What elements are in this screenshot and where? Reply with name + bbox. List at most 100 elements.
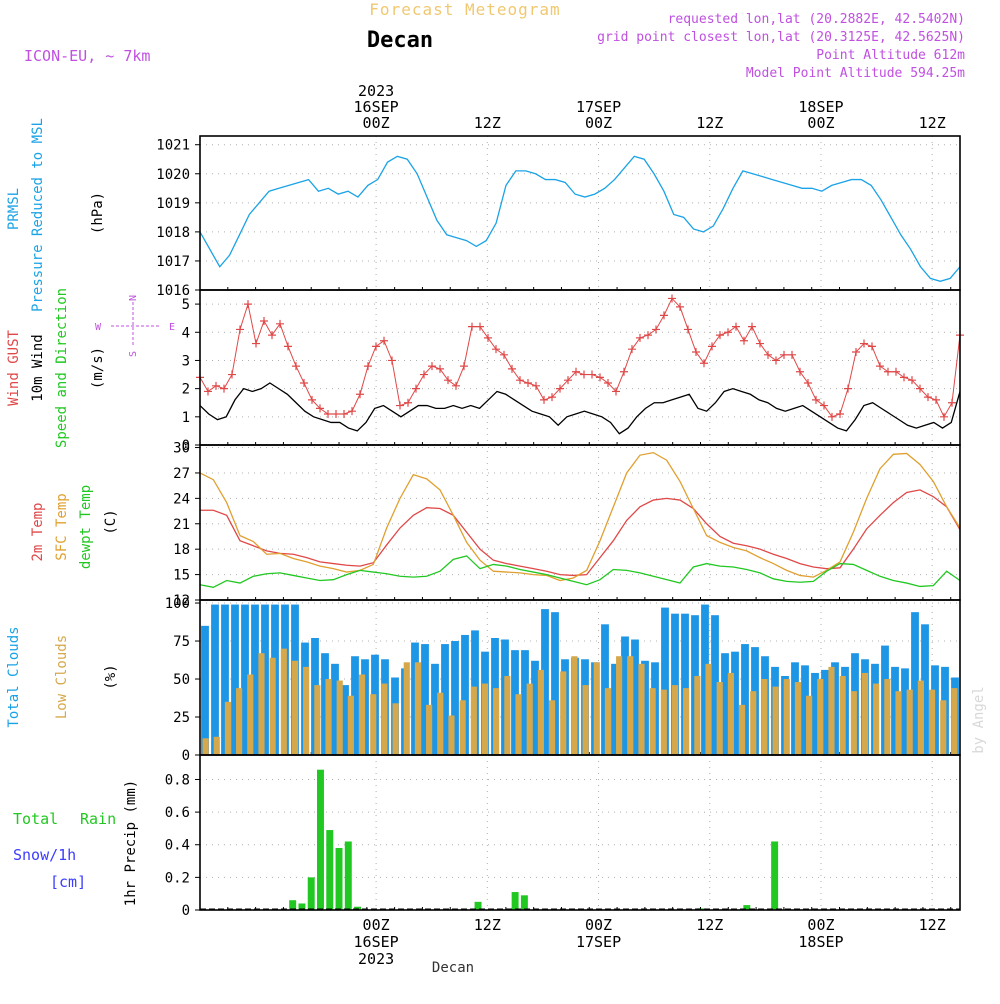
header-model-altitude: Model Point Altitude 594.25m xyxy=(746,66,965,81)
header-gridpoint: grid point closest lon,lat (20.3125E, 42… xyxy=(597,30,965,45)
bottom-time-label: 16SEP xyxy=(354,933,399,951)
gust-marker xyxy=(836,410,844,418)
gust-marker xyxy=(780,350,788,359)
low-cloud-bar xyxy=(806,695,813,755)
gust-marker xyxy=(204,387,212,396)
low-cloud-bar xyxy=(817,679,824,755)
total-cloud-bar xyxy=(641,660,649,755)
total-cloud-bar xyxy=(801,665,809,755)
compass-west: W xyxy=(95,322,102,333)
low-cloud-bar xyxy=(459,700,466,755)
temperature-frame xyxy=(199,444,961,601)
low-cloud-bar xyxy=(481,683,489,755)
low-cloud-bar xyxy=(426,704,433,755)
gust-marker xyxy=(900,373,908,382)
gust-marker xyxy=(804,379,812,387)
low-cloud-bar xyxy=(694,675,701,755)
pressure-ytick-label: 1021 xyxy=(156,138,190,154)
gust-marker xyxy=(636,333,644,342)
total-cloud-bar xyxy=(441,644,449,755)
gust-label: Wind GUST xyxy=(6,330,22,406)
gust-marker xyxy=(644,331,652,340)
total-cloud-bar xyxy=(671,613,679,755)
gust-marker xyxy=(588,370,596,379)
top-time-label: 12Z xyxy=(696,114,723,132)
gust-marker xyxy=(476,322,484,331)
low-cloud-bar xyxy=(716,682,723,755)
low-cloud-bar xyxy=(236,688,243,755)
low-cloud-bar xyxy=(347,695,354,755)
cloud-unit: (%) xyxy=(103,664,119,689)
low-cloud-bar xyxy=(839,675,846,755)
low-cloud-bar xyxy=(604,688,612,755)
temperature-ytick-label: 27 xyxy=(173,466,190,482)
low-cloud-bar xyxy=(627,656,634,755)
wind-side-labels: Wind GUST 10m Wind Speed and Direction (… xyxy=(6,288,175,448)
gust-marker xyxy=(892,367,900,376)
gust-marker xyxy=(772,356,780,365)
gust-marker xyxy=(252,339,260,348)
low-cloud-bar xyxy=(850,691,857,755)
temperature-panel: 12 15 18 21 24 27 30 xyxy=(173,441,961,609)
rain-bar xyxy=(326,830,334,910)
gust-marker xyxy=(844,384,852,393)
total-cloud-bar xyxy=(461,634,469,755)
gust-marker xyxy=(508,364,516,373)
total-cloud-bar xyxy=(451,641,459,755)
total-cloud-bar xyxy=(421,644,429,755)
gust-marker xyxy=(628,345,636,354)
pressure-unit: (hPa) xyxy=(90,192,106,234)
gust-marker xyxy=(820,401,828,410)
pressure-ytick-label: 1019 xyxy=(156,196,190,212)
gust-marker xyxy=(428,362,436,371)
temp2m-label: 2m Temp xyxy=(30,502,46,561)
gust-marker xyxy=(260,317,268,325)
low-cloud-bar xyxy=(515,694,522,755)
gust-marker xyxy=(244,300,252,309)
low-cloud-bar xyxy=(325,679,332,755)
gust-marker xyxy=(716,331,724,340)
total-cloud-bar xyxy=(891,666,899,755)
top-time-label: 12Z xyxy=(474,114,501,132)
precip-ytick-label: 0.6 xyxy=(165,805,190,821)
precip-ytick-label: 0.2 xyxy=(165,870,190,886)
plot-layer: 1016101710181019102010210123451215182124… xyxy=(156,82,964,968)
gust-marker xyxy=(572,367,580,376)
low-cloud-bar xyxy=(303,666,310,755)
gust-marker xyxy=(908,376,916,385)
total-cloud-bar xyxy=(331,663,339,755)
wind-ytick-label: 2 xyxy=(182,382,190,398)
bottom-time-label: 18SEP xyxy=(798,933,843,951)
gust-marker xyxy=(932,395,940,404)
clouds-ytick-label: 25 xyxy=(173,710,190,726)
low-cloud-bar xyxy=(280,648,287,755)
rain-bar xyxy=(317,769,324,910)
gust-marker xyxy=(660,311,668,320)
gust-marker xyxy=(868,342,876,351)
compass-north: N xyxy=(128,295,139,301)
low-cloud-bar xyxy=(638,663,645,755)
sfc-temp-line xyxy=(199,451,961,582)
wind-ytick-label: 5 xyxy=(182,297,190,313)
rain-bar xyxy=(511,892,519,910)
pressure-ytick-label: 1018 xyxy=(156,225,190,241)
wind-ytick-label: 1 xyxy=(182,410,190,426)
total-cloud-bar xyxy=(231,604,239,755)
gust-marker xyxy=(276,319,284,328)
gust-marker xyxy=(916,384,924,393)
gust-marker xyxy=(852,348,860,356)
rain-bar xyxy=(307,877,315,910)
low-cloud-bar xyxy=(772,686,779,755)
top-time-label: 17SEP xyxy=(576,98,621,116)
gust-marker xyxy=(724,328,732,337)
gust-marker xyxy=(492,345,500,354)
top-time-label: 12Z xyxy=(919,114,946,132)
compass-rose: N S W E xyxy=(95,295,175,357)
gust-marker xyxy=(228,370,236,379)
low-cloud-bar xyxy=(560,671,567,755)
gust-marker xyxy=(604,379,612,387)
pressure-frame xyxy=(199,135,961,291)
gust-marker xyxy=(364,362,372,371)
wind-unit: (m/s) xyxy=(90,347,106,389)
